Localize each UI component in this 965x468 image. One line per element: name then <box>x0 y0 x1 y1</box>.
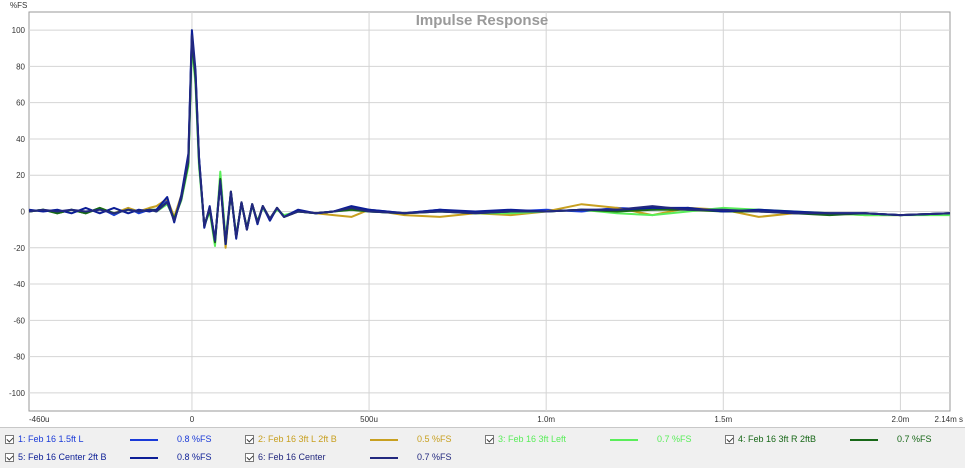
legend-color-swatch <box>370 457 398 459</box>
legend-series-name: 4: Feb 16 3ft R 2ftB <box>738 434 817 444</box>
y-tick-label: -100 <box>9 389 26 398</box>
legend-color-swatch <box>850 439 878 441</box>
x-tick-label: 2.0m <box>892 415 910 424</box>
legend-entry-5[interactable]: 5: Feb 16 Center 2ft B <box>5 449 107 465</box>
series-visibility-checkbox[interactable] <box>245 434 254 444</box>
legend-entry-1[interactable]: 1: Feb 16 1.5ft L <box>5 431 84 447</box>
impulse-response-chart: 100 80 60 40 20 0 -20 -40 -60 -80 -100 -460u 0 500u 1… <box>9 1 963 424</box>
x-tick-label: 2.14m s <box>935 415 963 424</box>
series-lines <box>28 29 951 249</box>
legend-value-label: 0.8 %FS <box>177 434 212 444</box>
series-visibility-checkbox[interactable] <box>245 452 254 462</box>
y-tick-label: 60 <box>16 99 25 108</box>
y-tick-label: -20 <box>13 244 25 253</box>
chart-title: Impulse Response <box>416 12 549 29</box>
legend-entry-3[interactable]: 3: Feb 16 3ft Left <box>485 431 566 447</box>
legend-color-swatch <box>370 439 398 441</box>
series-visibility-checkbox[interactable] <box>5 434 14 444</box>
legend-value-label: 0.7 %FS <box>897 434 932 444</box>
legend-value-label: 0.5 %FS <box>417 434 452 444</box>
y-axis-label: %FS <box>10 1 27 10</box>
y-tick-label: 40 <box>16 135 25 144</box>
x-tick-label: 500u <box>360 415 378 424</box>
y-tick-label: -60 <box>13 316 25 325</box>
series-visibility-checkbox[interactable] <box>485 434 494 444</box>
legend-color-swatch <box>130 457 158 459</box>
y-tick-label: -40 <box>13 280 25 289</box>
legend-series-name: 5: Feb 16 Center 2ft B <box>18 452 107 462</box>
legend-value-label: 0.7 %FS <box>417 452 452 462</box>
legend-color-swatch <box>130 439 158 441</box>
x-tick-label: 1.5m <box>714 415 732 424</box>
y-tick-labels: 100 80 60 40 20 0 -20 -40 -60 -80 -100 <box>9 26 26 398</box>
series-visibility-checkbox[interactable] <box>725 434 734 444</box>
legend-entry-6[interactable]: 6: Feb 16 Center <box>245 449 326 465</box>
legend-series-name: 3: Feb 16 3ft Left <box>498 434 567 444</box>
legend-series-name: 6: Feb 16 Center <box>258 452 326 462</box>
y-tick-label: 80 <box>16 62 25 71</box>
legend-series-name: 1: Feb 16 1.5ft L <box>18 434 84 444</box>
series-visibility-checkbox[interactable] <box>5 452 14 462</box>
y-tick-label: 20 <box>16 171 25 180</box>
y-tick-label: -80 <box>13 353 25 362</box>
legend-panel: 1: Feb 16 1.5ft L 0.8 %FS 2: Feb 16 3ft L … <box>0 427 965 468</box>
legend-entry-2[interactable]: 2: Feb 16 3ft L 2ft B <box>245 431 337 447</box>
x-tick-label: 0 <box>190 415 195 424</box>
legend-entry-4[interactable]: 4: Feb 16 3ft R 2ftB <box>725 431 816 447</box>
y-tick-label: 100 <box>12 26 26 35</box>
x-tick-label: -460u <box>29 415 49 424</box>
legend-value-label: 0.8 %FS <box>177 452 212 462</box>
legend-value-label: 0.7 %FS <box>657 434 692 444</box>
legend-series-name: 2: Feb 16 3ft L 2ft B <box>258 434 337 444</box>
x-tick-label: 1.0m <box>537 415 555 424</box>
x-tick-labels: -460u 0 500u 1.0m 1.5m 2.0m 2.14m s <box>29 415 963 424</box>
legend-color-swatch <box>610 439 638 441</box>
y-tick-label: 0 <box>21 208 26 217</box>
series-line-6 <box>28 34 951 244</box>
